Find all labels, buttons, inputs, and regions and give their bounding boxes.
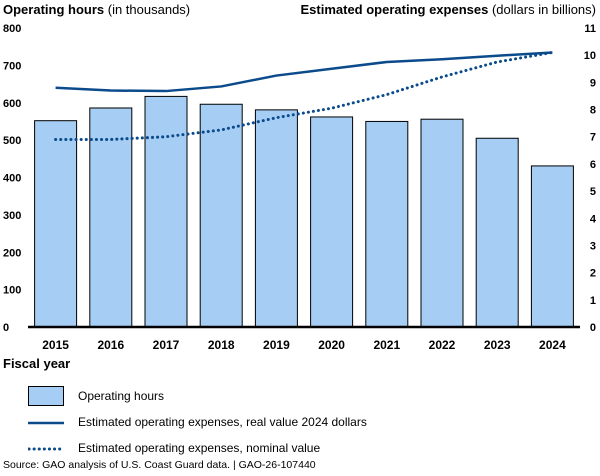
bar-2015 [34, 120, 78, 328]
right-tick-label: 3 [590, 240, 596, 252]
legend-label-bars: Operating hours [78, 389, 165, 403]
right-tick-label: 8 [590, 105, 596, 117]
left-tick-label: 300 [3, 210, 21, 222]
x-tick-label-2023: 2023 [484, 338, 511, 352]
left-tick-label: 0 [3, 322, 9, 334]
right-tick-label: 10 [584, 50, 596, 62]
x-tick-label-2022: 2022 [429, 338, 456, 352]
left-tick-label: 600 [3, 98, 21, 110]
bar-2016 [89, 107, 133, 328]
x-tick-label-2024: 2024 [539, 338, 566, 352]
real-expense-line [55, 51, 553, 93]
bar-2024 [530, 165, 574, 328]
legend-label-real: Estimated operating expenses, real value… [78, 415, 367, 429]
x-tick-label-2017: 2017 [153, 338, 180, 352]
right-tick-label: 9 [590, 77, 596, 89]
legend-line-nominal [28, 447, 64, 451]
bar-2020 [310, 116, 354, 328]
right-axis-title: Estimated operating expenses (dollars in… [300, 2, 596, 17]
x-tick-label-2019: 2019 [263, 338, 290, 352]
legend-label-nominal: Estimated operating expenses, nominal va… [78, 441, 321, 455]
left-axis-title-unit: (in thousands) [107, 2, 191, 17]
left-axis-title-bold: Operating hours [3, 2, 105, 17]
legend-swatch-bars [28, 386, 64, 406]
nominal-expense-line [54, 50, 554, 141]
x-tick-label-2018: 2018 [208, 338, 235, 352]
x-tick-label-2016: 2016 [97, 338, 124, 352]
right-tick-label: 11 [584, 23, 596, 35]
x-tick-label-2020: 2020 [318, 338, 345, 352]
left-axis-title: Operating hours (in thousands) [3, 2, 190, 17]
x-tick-label-2015: 2015 [42, 338, 69, 352]
left-tick-label: 800 [3, 23, 21, 35]
right-tick-label: 6 [590, 159, 596, 171]
bar-2019 [254, 109, 298, 328]
right-tick-label: 1 [590, 295, 596, 307]
source-note: Source: GAO analysis of U.S. Coast Guard… [3, 459, 316, 471]
left-tick-label: 400 [3, 173, 21, 185]
right-tick-label: 5 [590, 186, 596, 198]
bar-2018 [199, 103, 243, 328]
right-axis-title-bold: Estimated operating expenses [300, 2, 489, 17]
right-tick-label: 7 [590, 132, 596, 144]
bar-2023 [475, 137, 519, 328]
right-tick-label: 0 [590, 322, 596, 334]
left-tick-label: 100 [3, 285, 21, 297]
right-tick-label: 4 [590, 213, 597, 225]
left-tick-label: 500 [3, 135, 21, 147]
right-axis-title-unit: (dollars in billions) [491, 2, 596, 17]
x-tick-label-2021: 2021 [373, 338, 400, 352]
bar-2017 [144, 95, 188, 328]
bar-2021 [365, 120, 409, 328]
left-tick-label: 200 [3, 247, 21, 259]
x-axis-title: Fiscal year [3, 356, 71, 371]
legend-line-real [28, 421, 64, 425]
combo-chart: 0 100 200 300 400 500 600 700 800 0 1 2 3 4 5 6 7 8 9 10 11 2… [3, 23, 597, 352]
left-tick-label: 700 [3, 60, 21, 72]
bar-2022 [420, 118, 464, 328]
right-tick-label: 2 [590, 268, 596, 280]
